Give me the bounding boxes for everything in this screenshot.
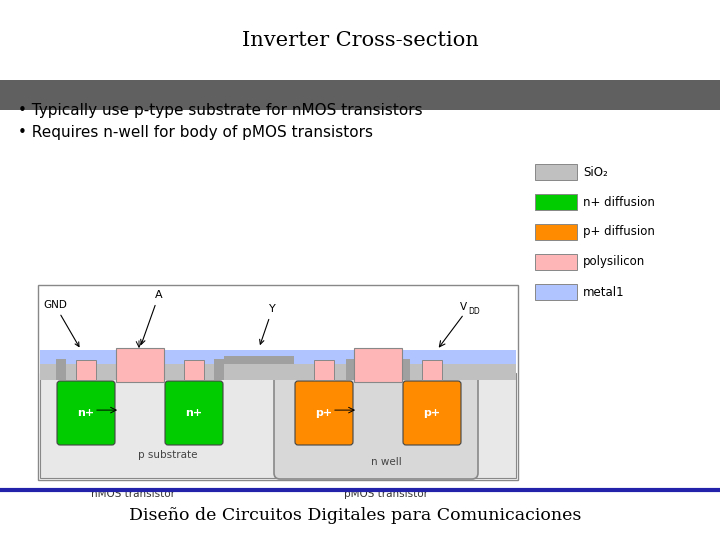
Bar: [224, 356, 294, 364]
Bar: [535, 254, 577, 270]
Bar: [422, 360, 442, 380]
Text: n+: n+: [186, 408, 202, 418]
Text: pMOS transistor: pMOS transistor: [344, 489, 428, 499]
Bar: [0, 0, 720, 80]
FancyBboxPatch shape: [57, 381, 115, 445]
Bar: [76, 360, 96, 380]
Text: Y: Y: [260, 304, 276, 344]
Text: V: V: [460, 302, 467, 312]
Text: DD: DD: [468, 307, 480, 316]
Bar: [460, 364, 514, 380]
Bar: [535, 164, 577, 180]
Text: p substrate: p substrate: [138, 450, 198, 460]
Bar: [535, 194, 577, 210]
Text: polysilicon: polysilicon: [583, 255, 645, 268]
Bar: [400, 359, 410, 380]
Bar: [224, 364, 294, 380]
FancyBboxPatch shape: [274, 371, 478, 479]
Text: n+ diffusion: n+ diffusion: [583, 195, 655, 208]
Text: p+: p+: [315, 408, 333, 418]
FancyBboxPatch shape: [165, 381, 223, 445]
Text: n+: n+: [78, 408, 94, 418]
Text: p+ diffusion: p+ diffusion: [583, 226, 655, 239]
Bar: [38, 285, 518, 480]
Text: • Requires n-well for body of pMOS transistors: • Requires n-well for body of pMOS trans…: [18, 125, 373, 139]
Bar: [535, 284, 577, 300]
Bar: [56, 359, 66, 380]
Bar: [0, 110, 720, 490]
Bar: [354, 348, 402, 382]
Text: n well: n well: [371, 457, 401, 467]
Bar: [214, 359, 224, 380]
Text: GND: GND: [43, 300, 79, 347]
Text: p+: p+: [423, 408, 441, 418]
Text: metal1: metal1: [583, 286, 625, 299]
Text: SiO₂: SiO₂: [583, 165, 608, 179]
Bar: [40, 364, 60, 380]
Text: Diseño de Circuitos Digitales para Comunicaciones: Diseño de Circuitos Digitales para Comun…: [129, 507, 581, 523]
Text: nMOS transistor: nMOS transistor: [91, 489, 175, 499]
Bar: [535, 224, 577, 240]
Text: Inverter Cross-section: Inverter Cross-section: [242, 30, 478, 50]
FancyBboxPatch shape: [403, 381, 461, 445]
Text: A: A: [140, 290, 163, 344]
Text: • Typically use p-type substrate for nMOS transistors: • Typically use p-type substrate for nMO…: [18, 103, 423, 118]
Bar: [184, 360, 204, 380]
Bar: [40, 373, 516, 478]
Bar: [0, 490, 720, 540]
Bar: [346, 359, 356, 380]
Bar: [40, 364, 516, 380]
Bar: [40, 350, 516, 364]
Bar: [314, 360, 334, 380]
Bar: [116, 348, 164, 382]
FancyBboxPatch shape: [295, 381, 353, 445]
